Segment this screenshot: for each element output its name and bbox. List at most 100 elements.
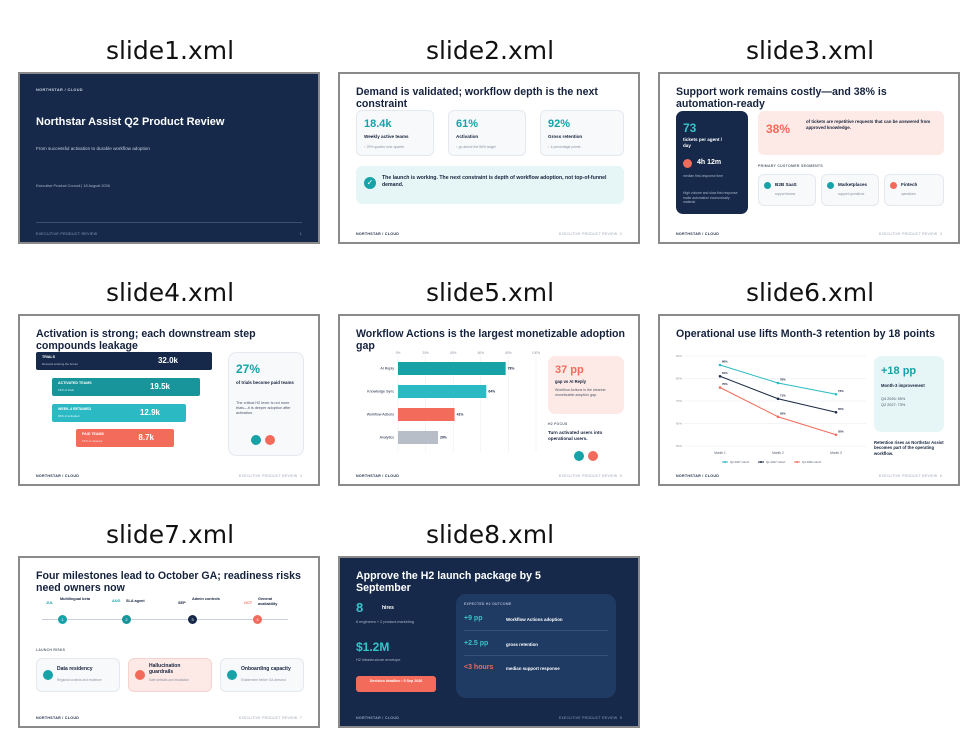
- data-label: 64%: [488, 390, 495, 394]
- teal-dot-icon: [251, 435, 261, 445]
- footer-label: EXECUTIVE PRODUCT REVIEW 5: [558, 474, 622, 478]
- slide-thumbnail-1[interactable]: NORTHSTAR / CLOUD Northstar Assist Q2 Pr…: [18, 72, 320, 244]
- segment-card: Fintech operations: [884, 174, 944, 206]
- legend-marker: [724, 461, 726, 463]
- improvement-note: Q4 2026: 55%: [881, 397, 906, 401]
- coral-dot-icon: [265, 435, 275, 445]
- deadline-text: Decision deadline • 5 Sep 2026: [369, 679, 423, 683]
- brand-label: NORTHSTAR / CLOUD: [36, 88, 84, 92]
- risk-card: Onboarding capacity Enablement before GA…: [220, 658, 304, 692]
- funnel-note: 61% of trials: [58, 388, 74, 392]
- milestone-marker: 1: [58, 615, 67, 624]
- metric-label: Weekly active teams: [364, 134, 409, 139]
- slide-thumbnail-8[interactable]: Approve the H2 launch package by 5 Septe…: [338, 556, 640, 728]
- axis-tick-label: 100%: [532, 351, 540, 355]
- slide-title: Workflow Actions is the largest monetiza…: [356, 328, 625, 352]
- percent-value: 38%: [766, 122, 791, 136]
- teal-dot-icon: [574, 451, 584, 461]
- metric-card: 18.4k Weekly active teams ↑ 29% quarter …: [356, 110, 434, 156]
- budget-value: $1.2M: [356, 640, 390, 654]
- slide-title: Four milestones lead to October GA; read…: [36, 570, 301, 594]
- category-label: Knowledge Sync: [367, 390, 394, 394]
- data-label: 29%: [440, 436, 447, 440]
- y-tick-label: 60%: [676, 422, 682, 426]
- deadline-badge[interactable]: Decision deadline • 5 Sep 2026: [356, 676, 436, 692]
- outcome-value: +9 pp: [464, 615, 483, 622]
- risk-name: Data residency: [57, 666, 93, 672]
- slide-thumbnail-7[interactable]: Four milestones lead to October GA; read…: [18, 556, 320, 728]
- footer-label: EXECUTIVE PRODUCT REVIEW: [36, 232, 98, 236]
- response-label: median first-response time: [683, 174, 723, 178]
- milestone-name: Multilingual beta: [60, 597, 90, 601]
- footer-label: EXECUTIVE PRODUCT REVIEW 3: [878, 232, 942, 236]
- hires-value: 8: [356, 600, 364, 615]
- metric-label: Activation: [456, 134, 479, 139]
- axis-tick-label: 40%: [450, 351, 457, 355]
- footer-label: EXECUTIVE PRODUCT REVIEW 2: [558, 232, 622, 236]
- data-label: 65%: [838, 407, 844, 411]
- data-label: 78%: [780, 378, 786, 382]
- outcome-label: Workflow Actions adoption: [506, 617, 563, 622]
- legend-label: Q1 2027 cohort: [766, 460, 786, 464]
- data-label: 55%: [838, 429, 844, 433]
- metric-note: ↑ 4 percentage points: [548, 145, 581, 149]
- retention-footnote: Retention rises as Northstar Assist beco…: [874, 440, 944, 456]
- callout-box: ✓ The launch is working. The next constr…: [356, 166, 624, 204]
- segment-name: Marketplaces: [838, 182, 868, 187]
- slide-thumbnail-3[interactable]: Support work remains costly—and 38% is a…: [658, 72, 960, 244]
- metric-label: Gross retention: [548, 134, 583, 139]
- outcome-heading: EXPECTED H2 OUTCOME: [464, 602, 512, 606]
- insight-card: 27% of trials become paid teams The crit…: [228, 352, 304, 456]
- milestone-month: OCT: [244, 601, 253, 605]
- series-line: [719, 375, 837, 413]
- timeline-line: [42, 619, 288, 620]
- bar: [398, 408, 455, 421]
- caption-slide2: slide2.xml: [425, 36, 555, 65]
- insight-note: The critical H2 lever is not more trials…: [236, 401, 291, 415]
- funnel-value: 19.5k: [149, 382, 170, 391]
- outcome-value: <3 hours: [464, 664, 494, 671]
- funnel-value: 32.0k: [157, 356, 178, 365]
- slide-subtitle: From successful activation to durable wo…: [36, 146, 150, 151]
- page-number: 1: [299, 232, 302, 236]
- divider: [36, 222, 302, 223]
- slide-thumbnail-4[interactable]: Activation is strong; each downstream st…: [18, 314, 320, 486]
- risks-heading: LAUNCH RISKS: [36, 648, 66, 652]
- milestone-marker: 2: [122, 615, 131, 624]
- data-point: [834, 392, 838, 396]
- data-point: [718, 386, 722, 389]
- outcome-divider: [464, 655, 608, 656]
- risk-card: Data residency Regional controls and evi…: [36, 658, 120, 692]
- risk-name: Onboarding capacity: [241, 666, 291, 672]
- brand-footer: NORTHSTAR / CLOUD: [356, 232, 400, 236]
- risk-name: Hallucination guardrails: [149, 663, 181, 675]
- slide-title: Demand is validated; workflow depth is t…: [356, 86, 598, 110]
- metric-value: 61%: [456, 118, 479, 130]
- focus-text: Turn activated users into operational us…: [548, 430, 603, 441]
- dark-note: High volume and slow first response make…: [683, 191, 738, 205]
- caption-slide7: slide7.xml: [105, 520, 235, 549]
- milestone-name: General availability: [258, 597, 278, 606]
- improvement-note: Q2 2027: 73%: [881, 403, 906, 407]
- slide-thumbnail-6[interactable]: Operational use lifts Month-3 retention …: [658, 314, 960, 486]
- y-tick-label: 70%: [676, 399, 682, 403]
- data-point: [718, 363, 722, 367]
- slide-thumbnail-2[interactable]: Demand is validated; workflow depth is t…: [338, 72, 640, 244]
- caption-slide1: slide1.xml: [105, 36, 235, 65]
- slide-title: Support work remains costly—and 38% is a…: [676, 86, 887, 110]
- gap-card: 37 pp gap vs AI Reply Workflow Actions i…: [548, 356, 624, 414]
- x-tick-label: Month 3: [830, 451, 842, 455]
- outcome-label: gross retention: [506, 642, 538, 647]
- data-label: 71%: [780, 393, 786, 397]
- milestone-marker: 4: [253, 615, 262, 624]
- data-label: 41%: [457, 413, 464, 417]
- budget-note: H2 infrastructure envelope: [356, 658, 401, 662]
- footer-label: EXECUTIVE PRODUCT REVIEW 6: [878, 474, 942, 478]
- slide-thumbnail-5[interactable]: Workflow Actions is the largest monetiza…: [338, 314, 640, 486]
- funnel-label: ACTIVATED TEAMS: [58, 381, 92, 385]
- brand-footer: NORTHSTAR / CLOUD: [356, 716, 400, 720]
- metric-value: 92%: [548, 118, 571, 130]
- data-point: [776, 415, 780, 419]
- axis-tick-label: 0%: [396, 351, 401, 355]
- adoption-bar-chart: 0% 20% 40% 60% 80% 100% AI Reply 78% Knowledge S…: [367, 351, 540, 452]
